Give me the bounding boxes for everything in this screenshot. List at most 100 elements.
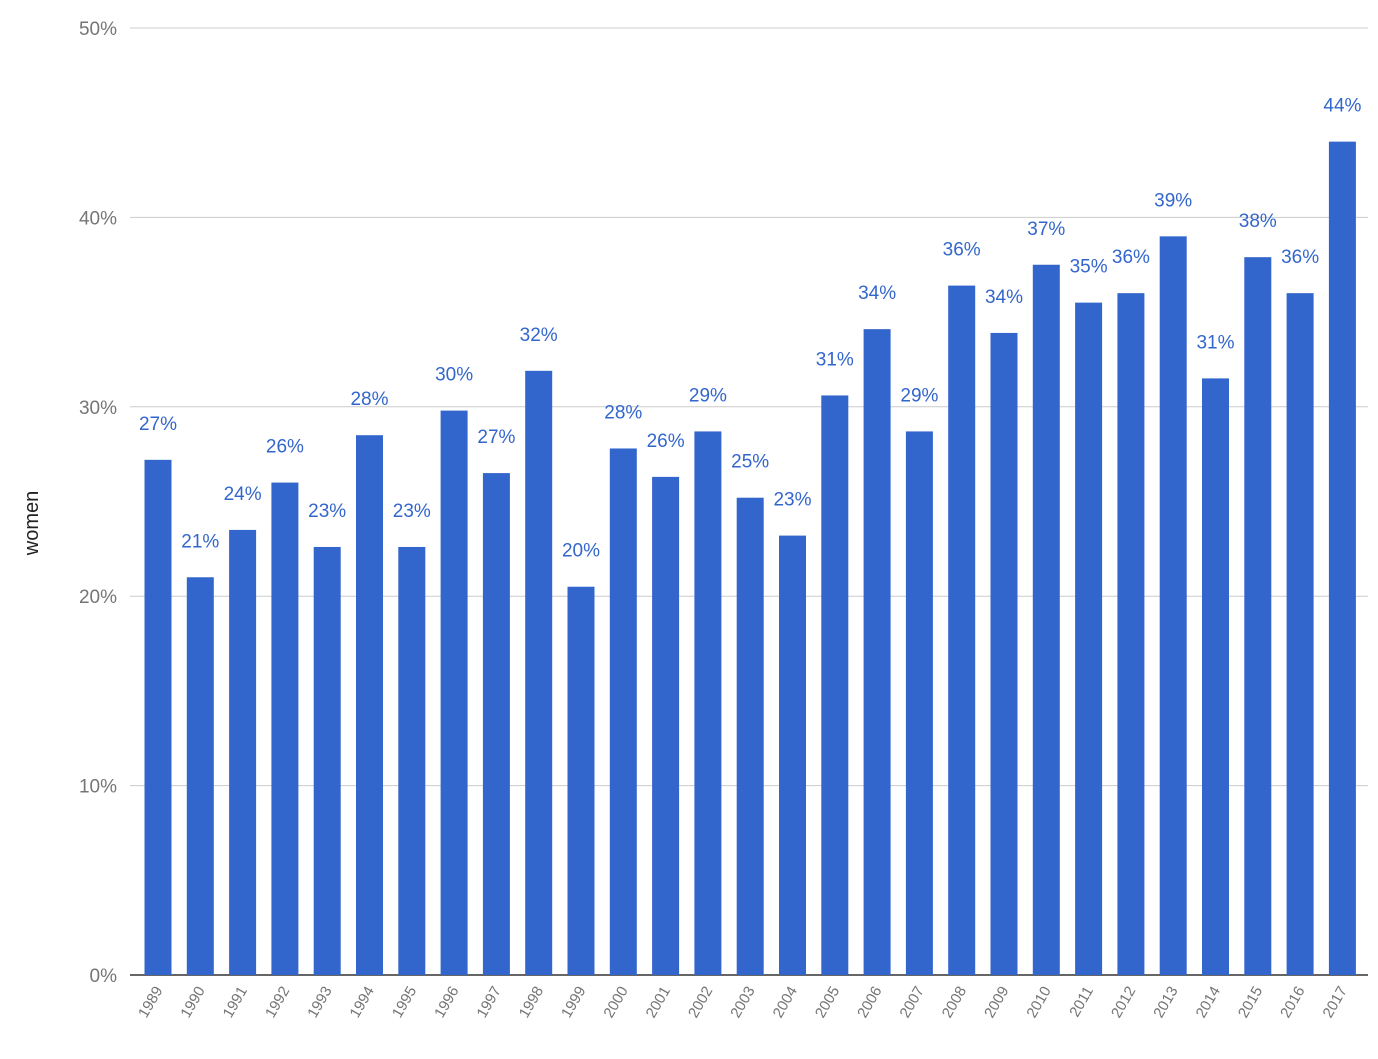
x-tick-label: 2016 (1277, 984, 1308, 1021)
bar-2010 (1032, 264, 1060, 975)
bar-1996 (440, 410, 468, 975)
data-label-1997: 27% (477, 427, 515, 448)
x-tick-label: 1998 (516, 984, 547, 1021)
bar-1997 (482, 473, 510, 975)
bar-1998 (525, 370, 553, 976)
data-label-1991: 24% (224, 484, 262, 505)
data-label-2003: 25% (731, 452, 769, 473)
x-tick-label: 2012 (1108, 984, 1139, 1021)
x-tick-label: 2014 (1193, 984, 1224, 1021)
bar-2002 (694, 431, 722, 975)
x-tick-label: 2006 (854, 984, 885, 1021)
y-tick-label: 30% (79, 398, 117, 419)
bar-1991 (229, 529, 257, 975)
y-tick-label: 20% (79, 587, 117, 608)
x-tick-label: 1996 (431, 984, 462, 1021)
bar-2017 (1328, 141, 1356, 975)
data-label-2013: 39% (1154, 190, 1192, 211)
data-label-2004: 23% (773, 490, 811, 511)
bar-1995 (398, 546, 426, 975)
x-tick-label: 2004 (770, 984, 801, 1021)
bar-1993 (313, 546, 341, 975)
data-label-2002: 29% (689, 385, 727, 406)
bar-2009 (990, 332, 1018, 976)
bar-2016 (1286, 293, 1314, 975)
bar-2001 (652, 476, 680, 975)
x-tick-label: 1997 (473, 984, 504, 1021)
x-tick-label: 2001 (643, 984, 674, 1021)
x-tick-label: 2002 (685, 984, 716, 1021)
data-label-1992: 26% (266, 437, 304, 458)
x-tick-label: 2000 (600, 984, 631, 1021)
data-label-2016: 36% (1281, 247, 1319, 268)
y-tick-label: 0% (90, 966, 118, 987)
data-label-1990: 21% (181, 531, 219, 552)
bar-2004 (779, 535, 806, 975)
data-label-2010: 37% (1027, 219, 1065, 240)
data-label-2017: 44% (1323, 96, 1361, 117)
x-axis-ticks: 1989 1990 1991 1992 1993 1994 1995 1996 1997 1998… (135, 984, 1351, 1021)
data-label-2011: 35% (1070, 257, 1108, 278)
data-label-2014: 31% (1196, 332, 1234, 353)
bar-2015 (1244, 257, 1272, 975)
data-label-1993: 23% (308, 501, 346, 522)
x-tick-label: 2015 (1235, 984, 1266, 1021)
bars (144, 141, 1356, 976)
bar-1989 (144, 459, 172, 975)
bar-2007 (905, 431, 933, 975)
x-tick-label: 2008 (939, 984, 970, 1021)
bar-2012 (1117, 293, 1145, 975)
data-label-1995: 23% (393, 501, 431, 522)
bar-2011 (1075, 302, 1103, 975)
data-label-1998: 32% (520, 325, 558, 346)
x-tick-label: 2009 (981, 984, 1012, 1021)
bar-1999 (567, 586, 595, 975)
x-tick-label: 2013 (1150, 984, 1181, 1021)
bar-2013 (1159, 236, 1187, 976)
bar-2000 (609, 448, 637, 975)
bar-1990 (186, 577, 214, 975)
x-tick-label: 1993 (304, 984, 335, 1021)
data-label-2005: 31% (816, 349, 854, 370)
y-axis-ticks: 0% 10% 20% 30% 40% 50% (79, 19, 117, 987)
bar-2005 (821, 395, 849, 975)
x-tick-label: 1992 (262, 984, 293, 1021)
x-tick-label: 2005 (812, 984, 843, 1021)
data-label-1994: 28% (350, 389, 388, 410)
x-tick-label: 1991 (220, 984, 251, 1021)
x-tick-label: 1989 (135, 984, 166, 1021)
data-label-1996: 30% (435, 365, 473, 386)
data-label-2012: 36% (1112, 247, 1150, 268)
data-label-2006: 34% (858, 283, 896, 304)
bar-2014 (1202, 378, 1229, 975)
data-label-2015: 38% (1239, 211, 1277, 232)
data-labels: 27%21%24%26%23%28%23%30%27%32%20%28%26%2… (139, 96, 1362, 562)
x-tick-label: 2007 (896, 984, 927, 1021)
x-tick-label: 2011 (1066, 984, 1097, 1020)
y-axis-title: women (21, 491, 43, 556)
y-tick-label: 40% (79, 208, 117, 229)
y-tick-label: 10% (79, 777, 117, 798)
data-label-2009: 34% (985, 287, 1023, 308)
x-tick-label: 1999 (558, 984, 589, 1021)
bar-2003 (736, 497, 764, 975)
x-tick-label: 2003 (727, 984, 758, 1021)
data-label-2007: 29% (900, 385, 938, 406)
data-label-2001: 26% (647, 431, 685, 452)
x-tick-label: 2010 (1023, 984, 1054, 1021)
x-tick-label: 1990 (177, 984, 208, 1021)
bar-2008 (948, 285, 976, 976)
x-tick-label: 1994 (347, 984, 378, 1021)
data-label-1989: 27% (139, 414, 177, 435)
x-tick-label: 1995 (389, 984, 420, 1021)
bar-1994 (356, 435, 383, 976)
data-label-1999: 20% (562, 541, 600, 562)
bar-2006 (863, 329, 891, 975)
data-label-2008: 36% (943, 240, 981, 261)
y-tick-label: 50% (79, 19, 117, 40)
bar-1992 (271, 482, 299, 975)
x-tick-label: 2017 (1319, 984, 1350, 1021)
data-label-2000: 28% (604, 402, 642, 423)
